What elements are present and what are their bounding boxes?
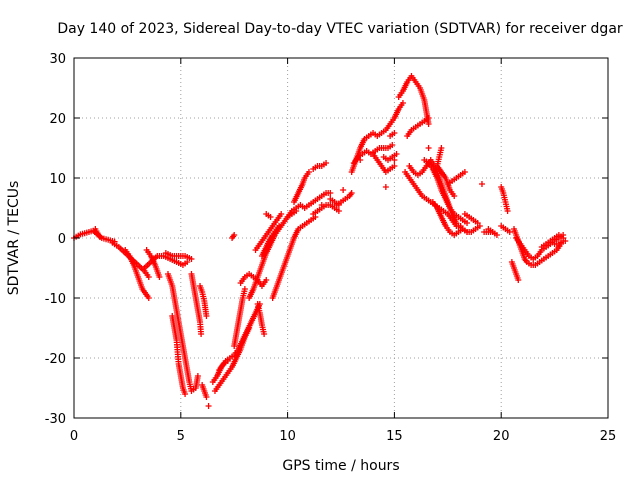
data-point [391, 130, 398, 136]
data-point [425, 145, 432, 151]
data-point [156, 274, 163, 280]
data-point [263, 277, 270, 283]
data-point [489, 229, 496, 235]
data-point [399, 100, 406, 106]
data-point [278, 211, 285, 217]
y-tick-label: -30 [45, 412, 66, 427]
data-point [425, 115, 432, 121]
data-point [327, 190, 334, 196]
data-point [145, 274, 152, 280]
data-point [323, 160, 330, 166]
data-point [96, 233, 103, 240]
data-point [357, 157, 364, 163]
x-tick-label: 5 [177, 429, 185, 444]
y-tick-label: 0 [58, 232, 66, 247]
data-points [71, 73, 569, 409]
data-point [391, 163, 398, 169]
data-point [335, 208, 342, 214]
data-point [188, 256, 195, 262]
x-axis-label: GPS time / hours [282, 458, 399, 474]
data-point [182, 391, 189, 397]
data-point [261, 331, 268, 337]
y-tick-label: 20 [49, 112, 66, 127]
data-point [205, 403, 212, 409]
data-point [464, 220, 471, 226]
data-point [203, 313, 210, 319]
y-tick-label: -10 [45, 292, 66, 307]
data-point [318, 202, 325, 208]
x-axis-ticks: 0 5 10 15 20 25 [70, 58, 616, 444]
data-point [506, 229, 513, 235]
data-point [348, 190, 355, 196]
data-point [224, 358, 231, 364]
data-point [203, 394, 210, 400]
data-point [515, 277, 522, 283]
data-point [504, 208, 511, 214]
data-point [335, 202, 342, 208]
data-point [562, 238, 569, 244]
data-point [340, 187, 347, 193]
data-point [389, 142, 396, 148]
data-point [493, 232, 500, 238]
data-point [145, 295, 152, 301]
data-point [231, 232, 238, 238]
data-point [293, 208, 300, 214]
data-point [393, 151, 400, 157]
x-tick-label: 0 [70, 429, 78, 444]
data-point [382, 184, 389, 190]
data-point [305, 169, 312, 175]
x-tick-label: 20 [493, 429, 510, 444]
data-point [194, 373, 201, 379]
y-tick-label: 30 [49, 52, 66, 67]
data-point [276, 223, 283, 229]
y-axis-label: SDTVAR / TECUs [6, 181, 22, 296]
data-point [246, 325, 253, 331]
data-point [461, 169, 468, 175]
data-point [391, 157, 398, 163]
grid-lines [74, 58, 608, 418]
chart-title: Day 140 of 2023, Sidereal Day-to-day VTE… [57, 21, 623, 37]
data-point [198, 331, 205, 337]
x-tick-label: 25 [600, 429, 617, 444]
x-tick-label: 10 [279, 429, 296, 444]
y-tick-label: -20 [45, 352, 66, 367]
data-point [267, 214, 274, 220]
x-tick-label: 15 [386, 429, 403, 444]
data-point [241, 286, 248, 292]
data-point [425, 121, 432, 127]
y-tick-label: 10 [49, 172, 66, 187]
y-axis-ticks: -30 -20 -10 0 10 20 30 [45, 52, 608, 427]
data-point [478, 181, 485, 187]
data-point [451, 193, 458, 199]
data-point [476, 223, 483, 229]
